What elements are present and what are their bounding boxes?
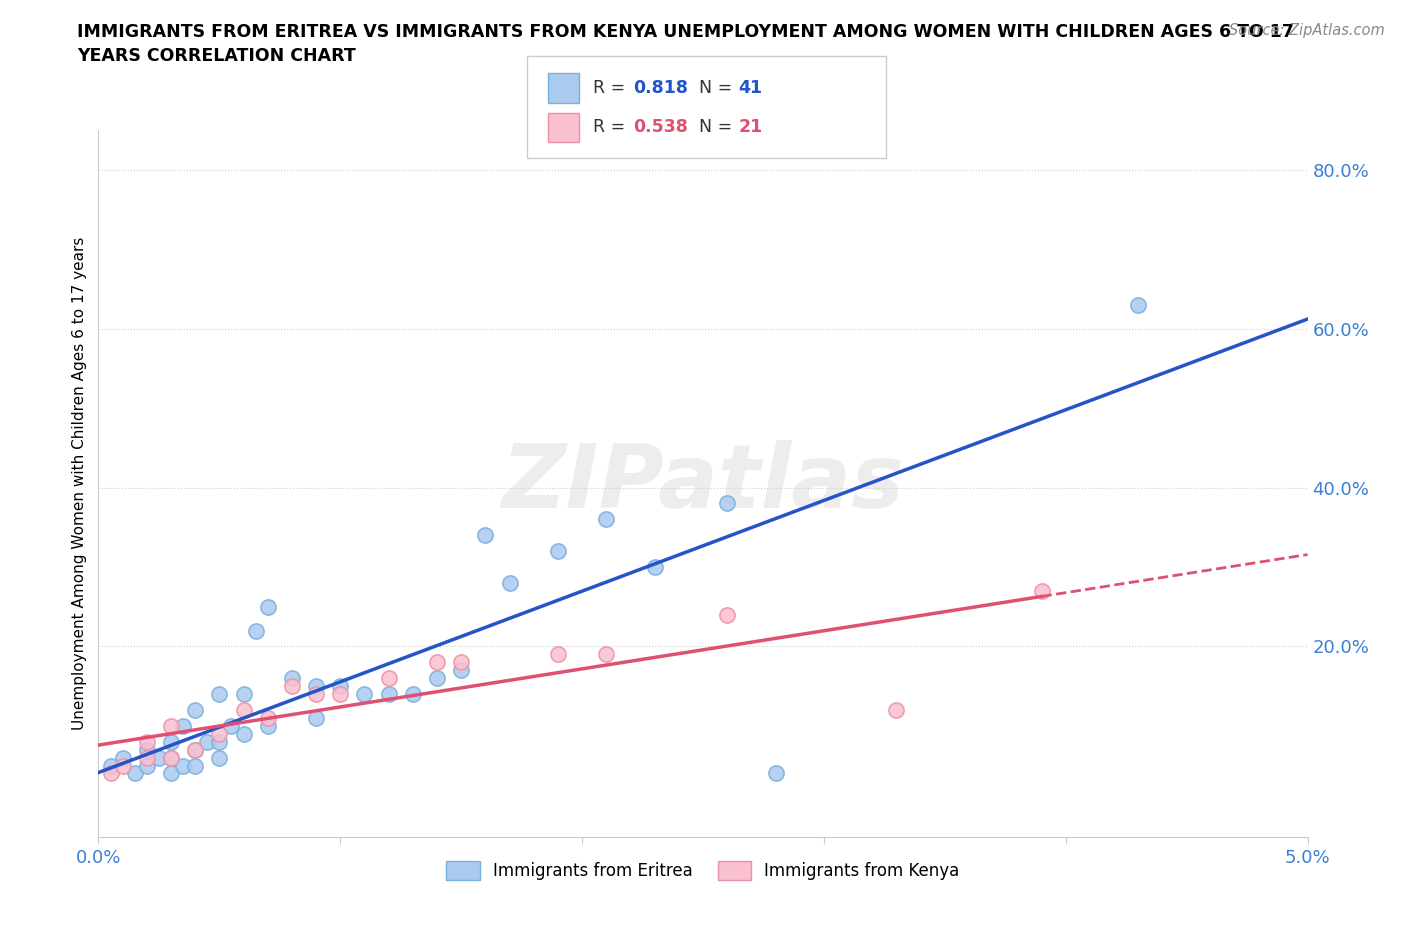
Point (547, 647, 569, 662)
Point (111, 758, 134, 773)
Point (135, 758, 157, 773)
Text: IMMIGRANTS FROM ERITREA VS IMMIGRANTS FROM KENYA UNEMPLOYMENT AMONG WOMEN WITH C: IMMIGRANTS FROM ERITREA VS IMMIGRANTS FR… (77, 23, 1294, 65)
Point (172, 758, 194, 773)
Point (100, 766, 122, 781)
Point (160, 718, 183, 733)
Text: R =: R = (593, 79, 631, 98)
Point (172, 718, 194, 733)
Text: 0.538: 0.538 (633, 118, 688, 137)
Point (281, 679, 304, 694)
Point (498, 576, 520, 591)
Point (765, 766, 787, 781)
Point (1128, 298, 1150, 312)
Point (644, 560, 666, 575)
Point (329, 686, 352, 701)
Point (160, 751, 183, 765)
Point (426, 671, 449, 685)
Point (160, 751, 183, 765)
Point (184, 742, 207, 757)
Point (124, 766, 146, 781)
Point (195, 735, 218, 750)
Point (208, 751, 231, 765)
Point (135, 751, 157, 765)
Point (184, 758, 207, 773)
Point (208, 686, 231, 701)
Text: N =: N = (699, 79, 738, 98)
Point (184, 742, 207, 757)
Point (160, 766, 183, 781)
Point (256, 718, 278, 733)
Legend: Immigrants from Eritrea, Immigrants from Kenya: Immigrants from Eritrea, Immigrants from… (439, 853, 967, 889)
Point (402, 686, 425, 701)
Point (256, 599, 278, 614)
Point (595, 647, 617, 662)
Point (305, 711, 328, 725)
Point (886, 702, 908, 717)
Point (377, 671, 399, 685)
Y-axis label: Unemployment Among Women with Children Ages 6 to 17 years: Unemployment Among Women with Children A… (72, 237, 87, 730)
Text: 21: 21 (738, 118, 762, 137)
Point (160, 735, 183, 750)
Point (100, 758, 122, 773)
Text: 0.818: 0.818 (633, 79, 688, 98)
Point (184, 702, 207, 717)
Point (221, 718, 243, 733)
Point (547, 544, 569, 559)
Point (256, 711, 278, 725)
Point (450, 663, 472, 678)
Point (245, 623, 267, 638)
Point (329, 679, 352, 694)
Point (232, 726, 254, 741)
Point (474, 528, 496, 543)
Point (450, 655, 472, 670)
Point (135, 735, 157, 750)
Point (595, 512, 617, 526)
Point (208, 735, 231, 750)
Text: 41: 41 (738, 79, 762, 98)
Point (148, 751, 170, 765)
Point (716, 607, 738, 622)
Point (135, 742, 157, 757)
Point (208, 726, 231, 741)
Text: ZIPatlas: ZIPatlas (502, 440, 904, 527)
Point (305, 686, 328, 701)
Point (111, 751, 134, 765)
Text: Source: ZipAtlas.com: Source: ZipAtlas.com (1229, 23, 1385, 38)
Point (232, 686, 254, 701)
Text: N =: N = (699, 118, 738, 137)
Point (281, 671, 304, 685)
Text: R =: R = (593, 118, 631, 137)
Point (716, 496, 738, 511)
Point (377, 686, 399, 701)
Point (232, 702, 254, 717)
Point (353, 686, 375, 701)
Point (305, 679, 328, 694)
Point (1031, 583, 1053, 598)
Point (426, 655, 449, 670)
